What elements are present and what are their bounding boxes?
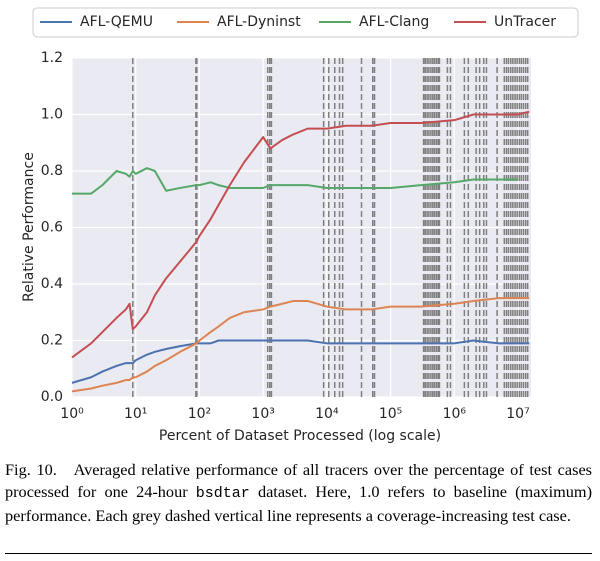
x-tick-label: 10⁵ xyxy=(379,406,402,422)
legend-label: AFL-Clang xyxy=(359,14,429,30)
x-tick-label: 10⁴ xyxy=(315,406,339,422)
x-tick-label: 10¹ xyxy=(124,406,147,422)
x-tick-label: 10⁶ xyxy=(443,406,467,422)
y-tick-label: 1.0 xyxy=(41,107,63,123)
series-line xyxy=(71,297,530,393)
y-tick-label: 0.4 xyxy=(41,276,63,292)
y-tick-label: 1.2 xyxy=(41,50,63,66)
y-tick-label: 0.8 xyxy=(41,163,63,179)
legend-box xyxy=(32,7,579,38)
x-tick-label: 10⁷ xyxy=(506,406,529,422)
series-line xyxy=(71,339,530,384)
caption-text: Averaged relative performance of all tra… xyxy=(5,460,593,501)
y-tick-label: 0.2 xyxy=(41,333,63,349)
caption: Fig. 10. Averaged relative performance o… xyxy=(5,459,592,527)
x-axis-label: Percent of Dataset Processed (log scale) xyxy=(159,428,441,444)
caption-rule xyxy=(5,553,592,554)
caption-text: dataset. Here, 1.0 refers to baseline (m… xyxy=(5,482,592,525)
y-tick-label: 0.0 xyxy=(41,389,63,405)
y-axis-label: Relative Performance xyxy=(21,152,37,302)
x-tick-label: 10³ xyxy=(251,406,274,422)
legend-label: AFL-Dyninst xyxy=(217,14,301,30)
chart: 0.0 0.2 0.4 0.6 0.8 1.0 1.2 10⁰ 10¹ 10² 10³ 10⁴ 10⁵ 1… xyxy=(21,7,579,444)
caption-label: Fig. 10. xyxy=(5,460,57,479)
caption-code: bsdtar xyxy=(195,485,250,502)
y-tick-label: 0.6 xyxy=(41,220,63,236)
series-line xyxy=(71,110,530,359)
legend-label: AFL-QEMU xyxy=(80,14,153,30)
x-tick-label: 10² xyxy=(188,406,211,422)
legend-label: UnTracer xyxy=(494,14,556,30)
series-line xyxy=(72,167,518,195)
x-tick-label: 10⁰ xyxy=(60,406,84,422)
